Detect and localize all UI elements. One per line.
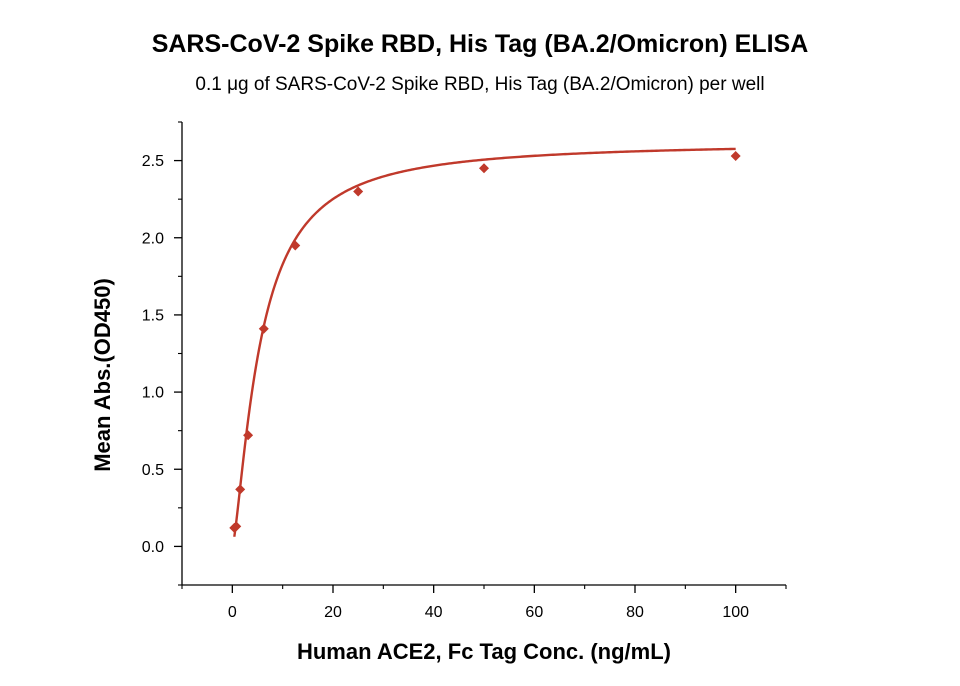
y-tick-label: 0.5 bbox=[142, 462, 164, 479]
data-points-layer bbox=[229, 150, 741, 533]
chart-title: SARS-CoV-2 Spike RBD, His Tag (BA.2/Omic… bbox=[151, 30, 809, 58]
x-axis-label: Human ACE2, Fc Tag Conc. (ng/mL) bbox=[296, 639, 671, 664]
fit-curve bbox=[233, 147, 736, 537]
data-point bbox=[353, 186, 364, 197]
data-point bbox=[258, 323, 269, 334]
x-tick-label: 100 bbox=[722, 604, 749, 621]
data-point bbox=[243, 430, 254, 441]
data-point bbox=[235, 484, 246, 495]
chart-subtitle: 0.1 μg of SARS-CoV-2 Spike RBD, His Tag … bbox=[195, 74, 765, 95]
y-tick-label: 2.0 bbox=[142, 230, 164, 247]
y-tick-label: 0.0 bbox=[142, 539, 164, 556]
data-point bbox=[290, 240, 301, 251]
x-tick-label: 0 bbox=[228, 604, 237, 621]
y-axis-label: Mean Abs.(OD450) bbox=[90, 278, 115, 472]
fit-curve-layer bbox=[233, 147, 736, 537]
axes: 0 20 40 60 80 100 0.0 0.5 1.0 1.5 2.0 2.5 bbox=[142, 121, 787, 621]
y-tick-label: 2.5 bbox=[142, 153, 164, 170]
y-tick-label: 1.5 bbox=[142, 307, 164, 324]
x-tick-label: 60 bbox=[525, 604, 543, 621]
data-point bbox=[730, 150, 741, 161]
x-tick-label: 20 bbox=[324, 604, 342, 621]
y-tick-label: 1.0 bbox=[142, 385, 164, 402]
data-point bbox=[231, 521, 242, 532]
x-tick-label: 40 bbox=[425, 604, 443, 621]
data-point bbox=[479, 163, 489, 174]
x-tick-label: 80 bbox=[626, 604, 644, 621]
